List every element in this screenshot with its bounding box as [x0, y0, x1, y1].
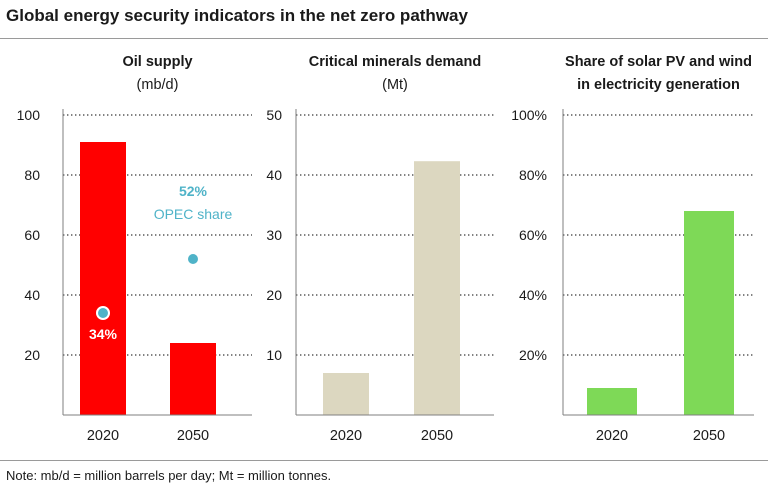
- y-tick-label: 80: [24, 167, 40, 183]
- x-tick-label: 2050: [177, 428, 209, 444]
- bar-2020: [80, 142, 126, 415]
- opec-share-label-2050: 52%: [179, 183, 208, 199]
- bar-2050: [684, 211, 734, 415]
- opec-share-label-2020: 34%: [89, 326, 118, 342]
- y-tick-label: 50: [266, 107, 282, 123]
- y-tick-label: 100%: [511, 107, 547, 123]
- bar-2050: [414, 161, 460, 415]
- bar-2020: [323, 373, 369, 415]
- panel-title: Oil supply: [122, 54, 192, 70]
- y-tick-label: 80%: [519, 167, 547, 183]
- panel-subtitle: (Mt): [382, 77, 408, 93]
- page-title: Global energy security indicators in the…: [6, 6, 468, 25]
- y-tick-label: 40: [24, 287, 40, 303]
- opec-share-point-2020: [96, 306, 110, 320]
- footer-divider: [0, 460, 768, 461]
- y-tick-label: 40%: [519, 287, 547, 303]
- bar-2050: [170, 343, 216, 415]
- y-tick-label: 20%: [519, 347, 547, 363]
- x-tick-label: 2020: [596, 428, 628, 444]
- title-divider: [0, 38, 768, 39]
- x-tick-label: 2020: [330, 428, 362, 444]
- opec-share-annotation: OPEC share: [154, 206, 233, 222]
- panel-subtitle: (mb/d): [137, 77, 179, 93]
- y-tick-label: 40: [266, 167, 282, 183]
- y-tick-label: 100: [17, 107, 41, 123]
- bar-2020: [587, 388, 637, 415]
- footnote: Note: mb/d = million barrels per day; Mt…: [6, 468, 332, 483]
- panel-title: Critical minerals demand: [309, 54, 481, 70]
- x-tick-label: 2050: [693, 428, 725, 444]
- y-tick-label: 30: [266, 227, 282, 243]
- y-tick-label: 60: [24, 227, 40, 243]
- x-tick-label: 2050: [421, 428, 453, 444]
- y-tick-label: 20: [266, 287, 282, 303]
- y-tick-label: 60%: [519, 227, 547, 243]
- y-tick-label: 10: [266, 347, 282, 363]
- panel-subtitle: in electricity generation: [577, 77, 740, 93]
- panel-title: Share of solar PV and wind: [565, 54, 752, 70]
- x-tick-label: 2020: [87, 428, 119, 444]
- opec-share-point-2050: [188, 254, 198, 264]
- y-tick-label: 20: [24, 347, 40, 363]
